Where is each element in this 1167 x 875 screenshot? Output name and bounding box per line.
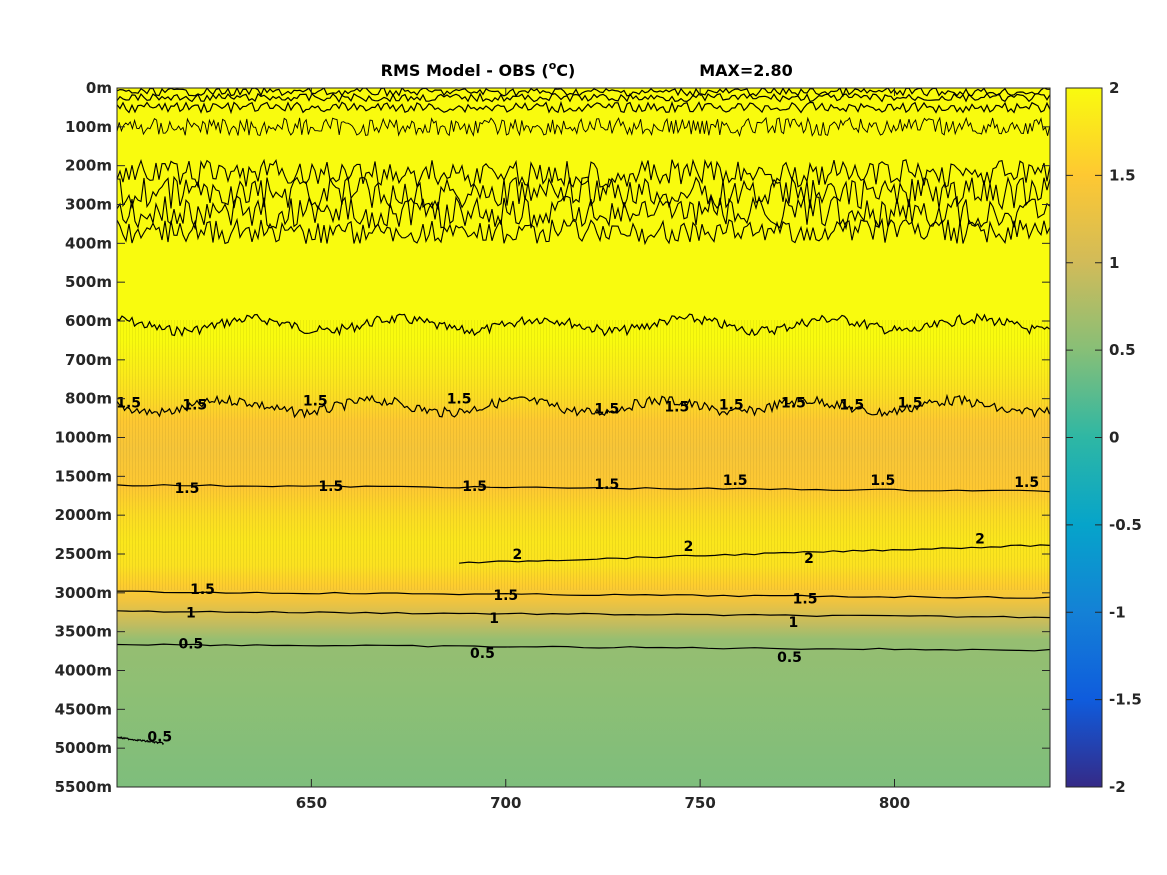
contour-label: 1.5 xyxy=(898,396,923,412)
contour-label: 1.5 xyxy=(190,582,215,598)
contour-label: 1.5 xyxy=(839,397,864,413)
y-tick-label: 1000m xyxy=(55,429,112,447)
y-tick-label: 3000m xyxy=(55,584,112,602)
contour-label: 1.5 xyxy=(116,396,141,412)
contour-line-dense xyxy=(117,217,1050,246)
chart-title-main: RMS Model - OBS ( xyxy=(381,61,549,80)
colorbar: 2 1.5 1 0.5 0 -0.5 -1 -1.5 -2 xyxy=(1065,79,1142,796)
contour-label: 0.5 xyxy=(147,730,172,746)
contour-label: 1 xyxy=(186,605,196,621)
y-tick-label: 400m xyxy=(65,234,112,252)
y-tick-label: 5500m xyxy=(55,778,112,796)
x-tick-label: 650 xyxy=(296,794,327,812)
contour-label: 1.5 xyxy=(175,481,200,497)
contour-line xyxy=(117,610,1050,619)
chart-title: RMS Model - OBS (oC) xyxy=(381,59,576,80)
contour-line xyxy=(117,393,1050,419)
contour-label: 1 xyxy=(789,615,799,631)
y-tick-label: 100m xyxy=(65,118,112,136)
contour-label: 0.5 xyxy=(470,646,495,662)
contour-label: 1.5 xyxy=(781,396,806,412)
contour-label: 2 xyxy=(684,539,694,555)
chart-title-unit: C) xyxy=(556,61,575,80)
contour-line-dense xyxy=(117,175,1050,211)
contour-label: 1.5 xyxy=(303,394,328,410)
y-tick-label: 200m xyxy=(65,157,112,175)
contour-label: 0.5 xyxy=(777,650,802,666)
y-tick-label: 0m xyxy=(86,79,112,97)
contour-labels: 1.5 1.5 1.5 1.5 1.5 1.5 1.5 1.5 1.5 1.5 1.5 1.5 1.5 1… xyxy=(116,392,1039,746)
contour-line-dense xyxy=(117,158,1050,189)
contour-label: 1.5 xyxy=(1014,475,1039,491)
contour-label: 1.5 xyxy=(318,479,343,495)
heatmap xyxy=(117,88,1050,787)
contour-label: 1.5 xyxy=(594,477,619,493)
contour-lines xyxy=(117,88,1050,746)
colorbar-tick-label: -0.5 xyxy=(1109,516,1142,534)
chart-title-superscript: o xyxy=(549,59,557,72)
colorbar-tick-label: 0 xyxy=(1109,429,1119,447)
y-tick-label: 500m xyxy=(65,273,112,291)
y-tick-label: 5000m xyxy=(55,739,112,757)
contour-label: 1.5 xyxy=(594,401,619,417)
colorbar-tick-label: 0.5 xyxy=(1109,341,1136,359)
colorbar-tick-label: -1.5 xyxy=(1109,691,1142,709)
y-axis: 0m100m200m300m400m500m600m700m800m1000m1… xyxy=(55,79,1050,796)
y-tick-label: 4500m xyxy=(55,700,112,718)
x-axis: 650 700 750 800 xyxy=(296,88,910,812)
colorbar-tick-label: 2 xyxy=(1109,79,1119,97)
contour-label: 1.5 xyxy=(447,392,472,408)
contour-line xyxy=(117,312,1050,337)
contour-label: 1.5 xyxy=(182,397,207,413)
contour-line-dense xyxy=(117,195,1050,231)
contour-label: 1.5 xyxy=(493,588,518,604)
contour-label: 1.5 xyxy=(664,399,689,415)
colorbar-tick-label: -1 xyxy=(1109,603,1126,621)
contour-label: 2 xyxy=(513,547,523,563)
y-tick-label: 800m xyxy=(65,390,112,408)
contour-line xyxy=(117,736,165,746)
contour-label: 1.5 xyxy=(719,397,744,413)
contour-line xyxy=(117,643,1050,652)
contour-line xyxy=(117,590,1050,599)
contour-label: 1 xyxy=(489,611,499,627)
colorbar-tick-label: -2 xyxy=(1109,778,1126,796)
contour-line-dense xyxy=(117,100,1050,115)
colorbar-ticks: 2 1.5 1 0.5 0 -0.5 -1 -1.5 -2 xyxy=(1066,79,1142,796)
contour-label: 1.5 xyxy=(462,479,487,495)
contour-line xyxy=(117,484,1050,493)
heatmap-streaks xyxy=(117,320,1050,590)
x-tick-label: 700 xyxy=(490,794,521,812)
x-tick-label: 800 xyxy=(879,794,910,812)
y-tick-label: 600m xyxy=(65,312,112,330)
contour-label: 2 xyxy=(975,531,985,547)
contour-label: 1.5 xyxy=(793,592,818,608)
y-tick-label: 4000m xyxy=(55,662,112,680)
max-label: MAX=2.80 xyxy=(699,61,793,80)
y-tick-label: 700m xyxy=(65,351,112,369)
contour-label: 0.5 xyxy=(178,636,203,652)
contour-label: 1.5 xyxy=(723,473,748,489)
contour-line-dense xyxy=(117,92,1050,103)
y-tick-label: 2500m xyxy=(55,545,112,563)
contour-line-dense xyxy=(117,116,1050,138)
y-tick-label: 3500m xyxy=(55,623,112,641)
x-tick-label: 750 xyxy=(684,794,715,812)
y-tick-label: 1500m xyxy=(55,467,112,485)
contour-label: 2 xyxy=(804,551,814,567)
contour-line xyxy=(459,544,1050,564)
contour-label: 1.5 xyxy=(870,473,895,489)
y-tick-label: 2000m xyxy=(55,506,112,524)
y-tick-label: 300m xyxy=(65,196,112,214)
colorbar-tick-label: 1 xyxy=(1109,254,1119,272)
colorbar-tick-label: 1.5 xyxy=(1109,166,1136,184)
